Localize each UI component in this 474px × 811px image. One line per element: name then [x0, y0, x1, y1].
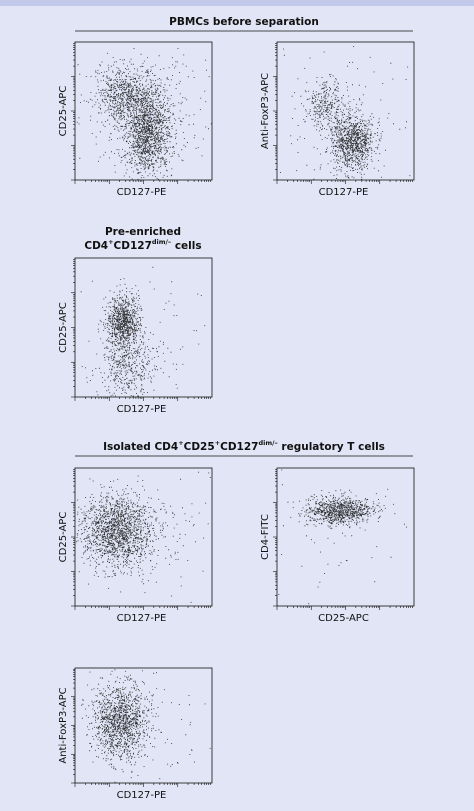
plot-frame	[276, 467, 415, 607]
plot-frame	[74, 467, 213, 607]
x-axis-label: CD127-PE	[117, 187, 167, 198]
section-title: PBMCs before separation	[169, 16, 319, 28]
dot-cloud	[280, 46, 411, 180]
section-title: Pre-enriched	[105, 226, 181, 238]
y-axis-label: Anti-FoxP3-APC	[58, 687, 69, 763]
plot-frame	[74, 667, 213, 784]
x-axis-label: CD127-PE	[117, 613, 167, 624]
title-part: CD127	[114, 240, 152, 252]
title-part: +	[108, 238, 113, 246]
y-axis-label: Anti-FoxP3-APC	[260, 73, 271, 149]
title-part: dim/–	[152, 238, 171, 246]
dot-cloud	[76, 48, 212, 180]
title-part: dim/–	[258, 439, 277, 447]
dot-cloud	[278, 469, 407, 605]
top-band	[0, 0, 474, 6]
dot-cloud	[80, 266, 206, 397]
y-axis-label: CD25-APC	[58, 512, 69, 563]
x-axis-label: CD25-APC	[318, 613, 369, 624]
title-part: +	[178, 439, 183, 447]
plot-frame	[74, 257, 213, 398]
section-title: Isolated CD4+CD25+CD127dim/– regulatory …	[103, 439, 385, 453]
title-part: +	[215, 439, 220, 447]
title-part: regulatory T cells	[278, 441, 385, 453]
dot-cloud	[81, 669, 211, 783]
title-part: CD127	[220, 441, 258, 453]
x-axis-label: CD127-PE	[117, 790, 167, 801]
title-part: Isolated CD4	[103, 441, 178, 453]
title-part: PBMCs before separation	[169, 16, 319, 28]
x-axis-label: CD127-PE	[319, 187, 369, 198]
plot-frame	[74, 41, 213, 181]
y-axis-label: CD25-APC	[58, 302, 69, 353]
title-part: cells	[171, 240, 201, 252]
title-part: CD25	[184, 441, 215, 453]
x-axis-label: CD127-PE	[117, 404, 167, 415]
y-axis-label: CD25-APC	[58, 86, 69, 137]
y-axis-label: CD4-FITC	[260, 514, 271, 560]
dot-cloud	[76, 471, 211, 603]
title-part: CD4	[84, 240, 108, 252]
section-title: CD4+CD127dim/– cells	[84, 238, 201, 252]
